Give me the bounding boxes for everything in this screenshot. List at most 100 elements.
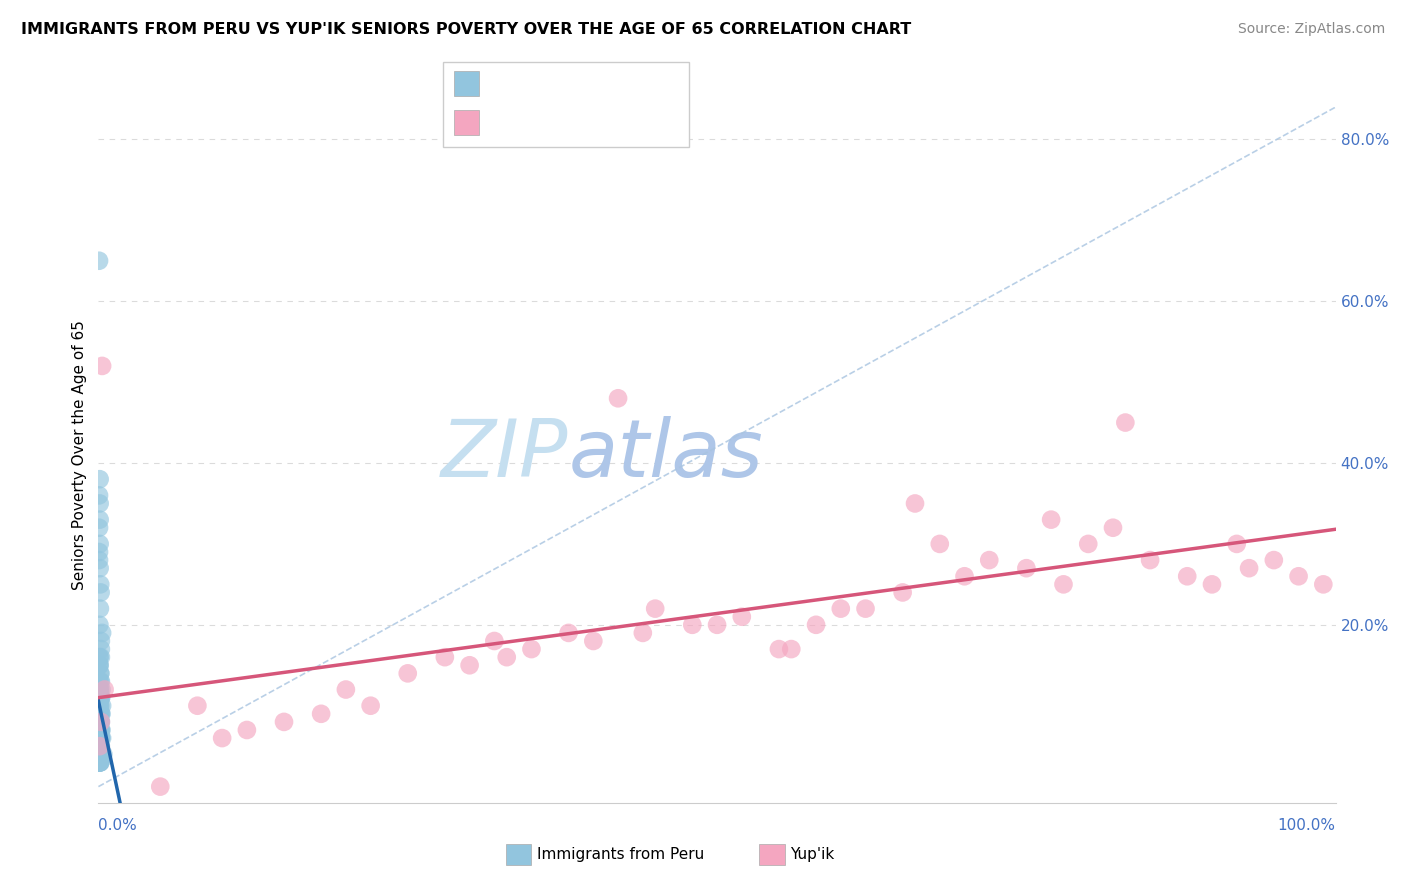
Point xyxy=(89,561,111,575)
Point xyxy=(89,682,111,697)
Point xyxy=(1312,577,1334,591)
Point xyxy=(90,634,112,648)
Point xyxy=(87,739,110,754)
Text: 100.0%: 100.0% xyxy=(1278,818,1336,832)
Point xyxy=(87,747,110,762)
Point xyxy=(89,723,111,737)
Point xyxy=(89,739,111,754)
Point xyxy=(87,731,110,745)
Point xyxy=(582,634,605,648)
Point xyxy=(89,756,111,770)
Point xyxy=(87,723,110,737)
Point xyxy=(89,739,111,754)
Point xyxy=(87,723,110,737)
Point xyxy=(87,756,110,770)
Point xyxy=(87,731,110,745)
Point xyxy=(89,747,111,762)
Text: 0.319: 0.319 xyxy=(523,73,575,91)
Point xyxy=(89,714,111,729)
Point xyxy=(87,739,110,754)
Point xyxy=(90,706,112,721)
Point xyxy=(236,723,259,737)
Y-axis label: Seniors Poverty Over the Age of 65: Seniors Poverty Over the Age of 65 xyxy=(72,320,87,590)
Point xyxy=(90,650,112,665)
Point xyxy=(89,747,111,762)
Point xyxy=(89,617,111,632)
Point xyxy=(89,601,111,615)
Point xyxy=(904,496,927,510)
Point xyxy=(90,739,112,754)
Point xyxy=(87,747,110,762)
Point xyxy=(91,731,114,745)
Point xyxy=(89,496,111,510)
Point xyxy=(1139,553,1161,567)
Text: IMMIGRANTS FROM PERU VS YUP'IK SENIORS POVERTY OVER THE AGE OF 65 CORRELATION CH: IMMIGRANTS FROM PERU VS YUP'IK SENIORS P… xyxy=(21,22,911,37)
Point xyxy=(89,739,111,754)
Text: Source: ZipAtlas.com: Source: ZipAtlas.com xyxy=(1237,22,1385,37)
Point xyxy=(89,756,111,770)
Point xyxy=(804,617,827,632)
Point xyxy=(90,585,112,599)
Point xyxy=(89,658,111,673)
Point xyxy=(89,682,111,697)
Point xyxy=(90,690,112,705)
Point xyxy=(90,642,112,657)
Point xyxy=(87,714,110,729)
Point xyxy=(87,747,110,762)
Point xyxy=(90,731,112,745)
Point xyxy=(89,739,111,754)
Point xyxy=(89,706,111,721)
Point xyxy=(87,521,110,535)
Point xyxy=(89,739,111,754)
Point xyxy=(89,731,111,745)
Point xyxy=(91,698,114,713)
Text: Yup'ik: Yup'ik xyxy=(790,847,834,862)
Point xyxy=(89,714,111,729)
Point xyxy=(87,714,110,729)
Point xyxy=(90,706,112,721)
Text: ZIP: ZIP xyxy=(441,416,568,494)
Point xyxy=(89,650,111,665)
Point xyxy=(90,723,112,737)
Point xyxy=(90,690,112,705)
Point xyxy=(87,674,110,689)
Text: N =: N = xyxy=(581,112,612,129)
Point xyxy=(1237,561,1260,575)
Point xyxy=(90,731,112,745)
Point xyxy=(90,723,112,737)
Point xyxy=(731,609,754,624)
Point xyxy=(89,731,111,745)
Point xyxy=(1077,537,1099,551)
Point xyxy=(89,739,111,754)
Point xyxy=(953,569,976,583)
Point xyxy=(87,747,110,762)
Point xyxy=(1114,416,1136,430)
Point xyxy=(89,674,111,689)
Point xyxy=(87,739,110,754)
Point xyxy=(89,690,111,705)
Point xyxy=(89,739,111,754)
Point xyxy=(90,747,112,762)
Point xyxy=(89,714,111,729)
Point xyxy=(89,723,111,737)
Point xyxy=(89,739,111,754)
Point xyxy=(89,739,111,754)
Point xyxy=(89,756,111,770)
Text: N =: N = xyxy=(581,73,612,91)
Point xyxy=(273,714,295,729)
Point xyxy=(186,698,208,713)
Point xyxy=(149,780,172,794)
Point xyxy=(93,682,115,697)
Point xyxy=(89,723,111,737)
Point xyxy=(89,658,111,673)
Point xyxy=(89,739,111,754)
Point xyxy=(89,723,111,737)
Point xyxy=(89,690,111,705)
Point xyxy=(89,739,111,754)
Point xyxy=(87,756,110,770)
Point xyxy=(90,682,112,697)
Point xyxy=(89,723,111,737)
Text: atlas: atlas xyxy=(568,416,763,494)
Point xyxy=(89,739,111,754)
Point xyxy=(89,747,111,762)
